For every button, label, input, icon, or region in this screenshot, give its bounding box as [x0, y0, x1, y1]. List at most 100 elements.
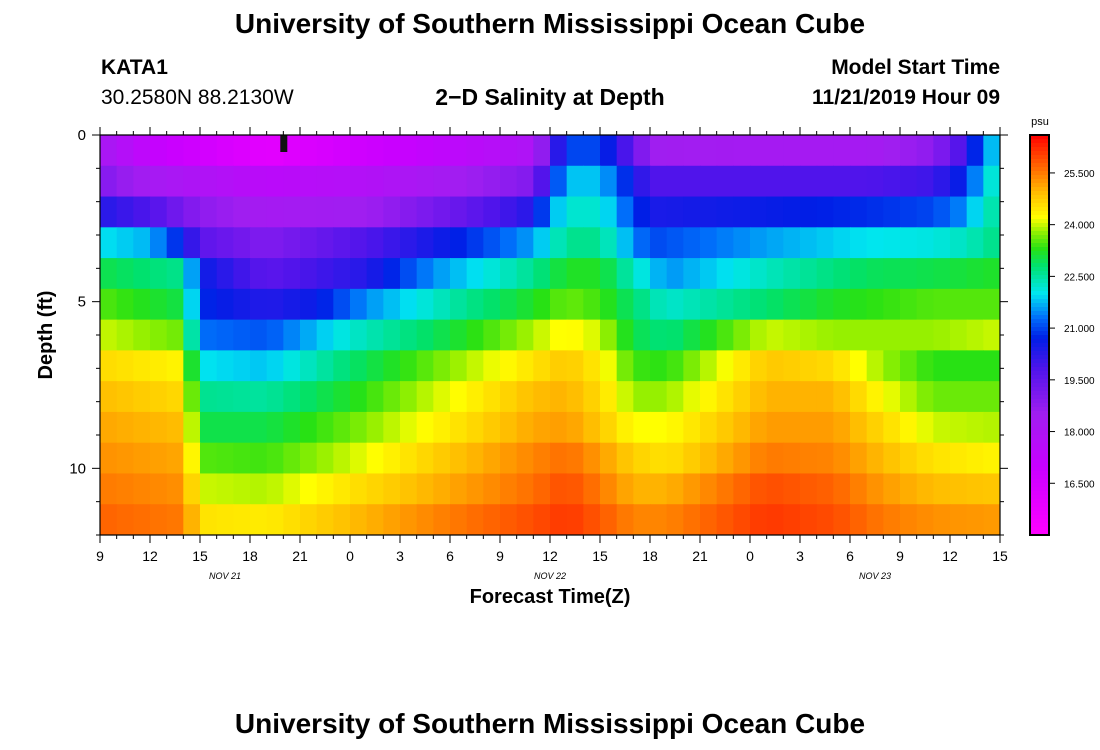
heatmap-cell	[616, 288, 634, 321]
heatmap-cell	[800, 350, 818, 382]
colorbar-segment	[1030, 427, 1049, 432]
colorbar-segment	[1030, 287, 1049, 292]
heatmap-cell	[833, 473, 851, 505]
date-label: NOV 23	[859, 571, 891, 581]
heatmap-cell	[700, 473, 718, 505]
heatmap-cell	[416, 504, 434, 535]
heatmap-cell	[783, 258, 801, 290]
heatmap-cell	[366, 135, 384, 167]
heatmap-cell	[316, 381, 334, 413]
heatmap-cell	[566, 411, 584, 444]
heatmap-cell	[616, 442, 634, 475]
colorbar-segment	[1030, 423, 1049, 428]
heatmap-cell	[233, 411, 251, 444]
heatmap-cell	[600, 411, 618, 444]
heatmap-cell	[633, 319, 651, 351]
heatmap-cell	[933, 227, 951, 259]
heatmap-cell	[716, 442, 734, 475]
heatmap-cell	[633, 473, 651, 505]
heatmap-cell	[116, 473, 134, 505]
colorbar-tick-label: 21.000	[1064, 324, 1095, 335]
heatmap-cell	[916, 288, 934, 321]
y-tick-label: 10	[69, 460, 86, 477]
colorbar-segment	[1030, 239, 1049, 244]
heatmap-cell	[383, 411, 401, 444]
heatmap-cell	[100, 504, 118, 535]
heatmap-cell	[966, 258, 984, 290]
heatmap-cell	[450, 288, 468, 321]
colorbar-segment	[1030, 335, 1049, 340]
heatmap-cell	[783, 319, 801, 351]
heatmap-cell	[366, 165, 384, 198]
heatmap-cell	[483, 258, 501, 290]
colorbar-segment	[1030, 315, 1049, 320]
heatmap-cell	[233, 135, 251, 167]
heatmap-cell	[416, 135, 434, 167]
heatmap-cell	[400, 135, 418, 167]
heatmap-cell	[800, 504, 818, 535]
colorbar-segment	[1030, 163, 1049, 168]
heatmap-cell	[266, 473, 284, 505]
heatmap-cell	[850, 473, 868, 505]
heatmap-cell	[483, 473, 501, 505]
heatmap-cell	[550, 135, 568, 167]
heatmap-cell	[766, 504, 784, 535]
heatmap-cell	[600, 350, 618, 382]
heatmap-cell	[150, 442, 168, 475]
heatmap-cell	[300, 473, 318, 505]
heatmap-cell	[750, 258, 768, 290]
heatmap-cell	[333, 135, 351, 167]
heatmap-cell	[683, 288, 701, 321]
heatmap-cell	[633, 165, 651, 198]
heatmap-cell	[316, 319, 334, 351]
heatmap-cell	[816, 319, 834, 351]
heatmap-cell	[566, 381, 584, 413]
heatmap-cell	[466, 504, 484, 535]
heatmap-cell	[933, 135, 951, 167]
heatmap-cell	[416, 442, 434, 475]
heatmap-cell	[483, 411, 501, 444]
heatmap-cell	[916, 258, 934, 290]
heatmap-cell	[833, 381, 851, 413]
heatmap-cell	[933, 504, 951, 535]
colorbar-segment	[1030, 223, 1049, 228]
heatmap-cell	[133, 135, 151, 167]
heatmap-cell	[866, 319, 884, 351]
heatmap-cell	[850, 319, 868, 351]
heatmap-cell	[500, 319, 518, 351]
heatmap-cell	[366, 258, 384, 290]
heatmap-cell	[433, 288, 451, 321]
colorbar-segment	[1030, 235, 1049, 240]
heatmap-cell	[500, 411, 518, 444]
heatmap-cell	[966, 227, 984, 259]
x-axis-label: Forecast Time(Z)	[470, 586, 631, 608]
heatmap-cell	[666, 196, 684, 228]
heatmap-cell	[800, 258, 818, 290]
colorbar-segment	[1030, 283, 1049, 288]
heatmap-cell	[600, 319, 618, 351]
heatmap-cell	[933, 473, 951, 505]
heatmap-cell	[133, 227, 151, 259]
heatmap-cell	[466, 196, 484, 228]
heatmap-cell	[766, 227, 784, 259]
colorbar-segment	[1030, 439, 1049, 444]
colorbar-segment	[1030, 455, 1049, 460]
y-tick-label: 0	[78, 127, 86, 144]
heatmap-cell	[533, 135, 551, 167]
heatmap-cell	[116, 227, 134, 259]
heatmap-cell	[983, 350, 1000, 382]
heatmap-cell	[100, 165, 118, 198]
colorbar-segment	[1030, 191, 1049, 196]
heatmap-cell	[216, 350, 234, 382]
heatmap-cell	[566, 135, 584, 167]
heatmap-cell	[683, 381, 701, 413]
colorbar-segment	[1030, 363, 1049, 368]
colorbar-segment	[1030, 527, 1049, 532]
heatmap-cell	[616, 381, 634, 413]
heatmap-cell	[650, 473, 668, 505]
colorbar-segment	[1030, 215, 1049, 220]
colorbar-segment	[1030, 267, 1049, 272]
heatmap-cell	[433, 411, 451, 444]
heatmap-cell	[900, 227, 918, 259]
colorbar-segment	[1030, 491, 1049, 496]
